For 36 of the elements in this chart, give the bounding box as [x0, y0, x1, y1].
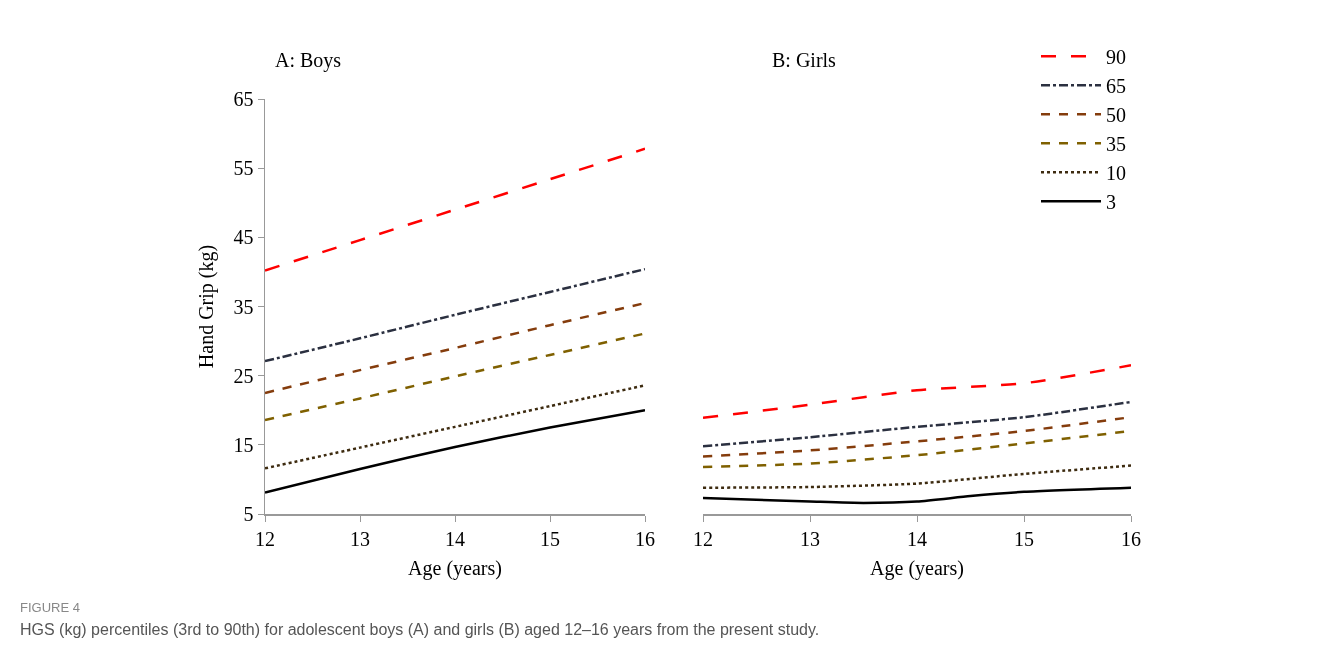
- legend-label: 10: [1106, 162, 1126, 185]
- y-tick-label: 5: [243, 503, 254, 525]
- legend-label: 90: [1106, 46, 1126, 69]
- y-axis-title: Hand Grip (kg): [195, 244, 219, 369]
- x-tick-label: 15: [540, 527, 560, 550]
- line-series: [265, 384, 645, 470]
- legend-label: 50: [1106, 104, 1126, 127]
- x-tick-label: 13: [350, 527, 370, 550]
- line-series: [265, 147, 645, 272]
- legend-label: 35: [1106, 133, 1126, 156]
- legend-label: 3: [1106, 191, 1116, 214]
- legend-label: 65: [1106, 75, 1126, 98]
- y-tick-label: 15: [233, 433, 254, 456]
- x-tick-label: 14: [907, 527, 927, 550]
- line-series: [265, 267, 645, 363]
- y-tick-label: 35: [233, 295, 254, 318]
- x-tick-label: 12: [693, 527, 713, 550]
- x-tick-label: 14: [445, 527, 465, 550]
- chart-title: A: Boys: [275, 49, 342, 72]
- caption: FIGURE 4: [20, 600, 81, 615]
- y-tick-label: 25: [233, 364, 254, 387]
- text: HGS (kg) percentiles (3rd to 90th) for adolescent boys (A) and girls (B) aged 12–16 years from the present study.: [20, 621, 820, 639]
- x-tick-label: 15: [1014, 527, 1034, 550]
- x-tick-label: 16: [1121, 527, 1141, 550]
- line-series: [265, 332, 645, 422]
- y-tick-label: 65: [233, 88, 254, 110]
- line-series: [265, 301, 645, 395]
- line-series: [265, 409, 645, 494]
- y-tick-label: 45: [233, 226, 254, 249]
- x-axis-title: Age (years): [870, 556, 964, 580]
- x-tick-label: 12: [255, 527, 275, 550]
- chart-title: B: Girls: [772, 49, 837, 71]
- x-axis-title: Age (years): [408, 556, 502, 580]
- y-tick-label: 55: [233, 157, 254, 180]
- x-tick-label: 16: [635, 527, 655, 550]
- x-tick-label: 13: [800, 527, 820, 550]
